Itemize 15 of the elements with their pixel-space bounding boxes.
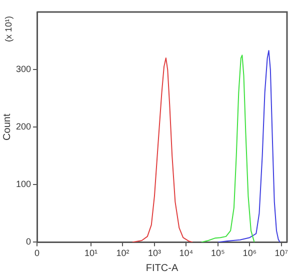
x-tick-label: 10¹ xyxy=(84,248,98,258)
y-tick-label: 300 xyxy=(16,64,32,74)
x-tick-label: 0 xyxy=(34,248,40,258)
x-tick-label: 10⁶ xyxy=(242,248,257,258)
x-tick-label: 10⁴ xyxy=(179,248,194,258)
text: (x 10¹) xyxy=(3,16,14,42)
x-tick-label: 10³ xyxy=(148,248,161,258)
y-axis-title: Count xyxy=(2,114,13,140)
x-tick-label: 10⁵ xyxy=(211,248,226,258)
x-axis-title: FITC-A xyxy=(146,262,178,274)
y-tick-label: 0 xyxy=(26,236,32,247)
y-tick-label: 200 xyxy=(16,122,32,132)
x-tick-label: 10⁷ xyxy=(274,248,288,258)
y-tick-label: 100 xyxy=(16,179,32,190)
x-tick-label: 10² xyxy=(116,248,130,258)
